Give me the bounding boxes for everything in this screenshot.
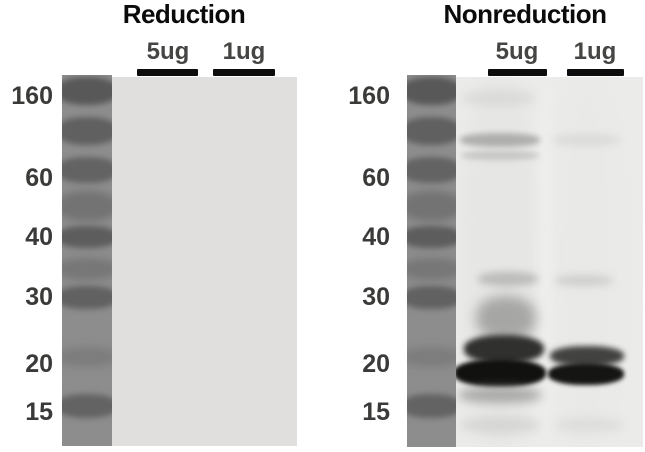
mw-marker-label: 60 (362, 164, 390, 192)
ladder-band (62, 286, 112, 309)
mw-marker-label: 15 (362, 398, 390, 426)
panel-title: Reduction (122, 0, 246, 29)
protein-band (460, 133, 540, 147)
ladder-band (62, 191, 112, 221)
ladder-band (62, 77, 112, 105)
lane-label: 5ug (146, 38, 190, 65)
ladder-band (62, 347, 112, 367)
ladder-band (62, 226, 112, 248)
protein-band (554, 418, 624, 432)
mw-marker-label: 15 (25, 398, 53, 426)
protein-band (550, 346, 624, 366)
panel-title: Nonreduction (443, 0, 608, 29)
mw-marker-label: 160 (11, 82, 53, 110)
lane-smear (548, 77, 626, 447)
protein-band (460, 417, 540, 433)
mw-ladder-lane (62, 75, 112, 446)
protein-band (552, 134, 620, 146)
protein-band (462, 90, 536, 106)
ladder-band (62, 157, 112, 183)
mw-marker-label: 20 (25, 350, 53, 378)
lane-label: 5ug (495, 38, 539, 65)
lane-underline-bar (567, 69, 624, 76)
protein-band (478, 272, 538, 286)
mw-marker-label: 20 (362, 350, 390, 378)
protein-band (548, 363, 624, 385)
protein-band (476, 296, 536, 340)
mw-marker-label: 160 (348, 82, 390, 110)
mw-ladder-lane (407, 75, 456, 447)
lane-underline-bar (213, 69, 275, 76)
lane-underline-bar (137, 69, 198, 76)
ladder-band (62, 394, 112, 418)
protein-band (461, 151, 539, 160)
ladder-band (407, 226, 456, 248)
mw-marker-label: 60 (25, 164, 53, 192)
lane-underline-bar (488, 69, 547, 76)
blot-membrane (456, 77, 643, 447)
ladder-band (407, 258, 456, 280)
blot-membrane (112, 77, 297, 446)
ladder-band (407, 286, 456, 309)
protein-band (464, 335, 544, 363)
protein-band (555, 275, 613, 286)
ladder-band (407, 117, 456, 145)
mw-marker-label: 40 (362, 223, 390, 251)
mw-marker-label: 30 (362, 283, 390, 311)
lane-label: 1ug (222, 38, 266, 65)
ladder-band (407, 77, 456, 105)
protein-band (458, 387, 542, 403)
lane-smear (540, 77, 550, 447)
ladder-band (62, 117, 112, 145)
mw-marker-label: 40 (25, 223, 53, 251)
mw-marker-label: 30 (25, 283, 53, 311)
ladder-band (62, 258, 112, 280)
protein-band (456, 359, 546, 387)
ladder-band (407, 347, 456, 367)
ladder-band (407, 157, 456, 183)
lane-label: 1ug (573, 38, 617, 65)
ladder-band (407, 394, 456, 418)
ladder-band (407, 191, 456, 221)
